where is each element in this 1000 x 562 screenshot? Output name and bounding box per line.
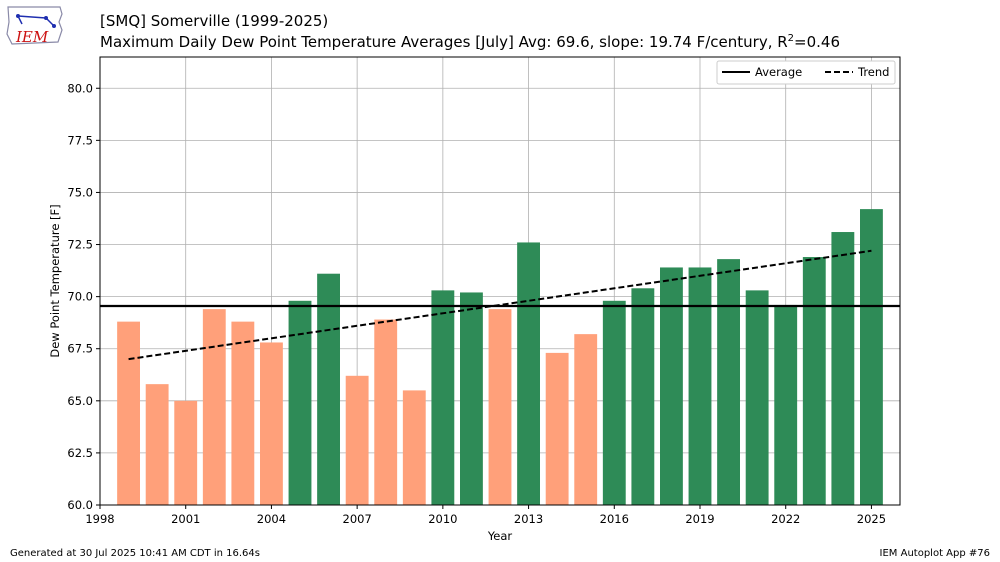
x-tick-label: 2019 <box>685 512 714 526</box>
y-axis-label: Dew Point Temperature [F] <box>48 204 62 357</box>
y-tick-label: 67.5 <box>67 342 93 356</box>
bar-2013 <box>517 242 540 505</box>
bar-1999 <box>117 321 140 505</box>
bar-2010 <box>431 290 455 505</box>
trend-line <box>128 249 872 361</box>
legend: Average Trend <box>716 60 896 85</box>
bar-2021 <box>745 290 769 505</box>
subtitle-tail: =0.46 <box>794 33 841 51</box>
bar-2001 <box>174 400 198 505</box>
plot-frame <box>99 56 901 506</box>
x-axis-label: Year <box>487 529 513 543</box>
x-tick-label: 2001 <box>171 512 200 526</box>
bar-2000 <box>145 384 169 505</box>
subtitle-superscript: 2 <box>787 33 795 44</box>
bar-2009 <box>402 390 426 505</box>
bar-2025 <box>860 209 883 505</box>
legend-trend-label: Trend <box>857 65 889 79</box>
x-tick-label: 2010 <box>428 512 457 526</box>
bar-2006 <box>317 273 340 505</box>
axis-ticks: 1998 2001 2004 2007 2010 2013 2016 2019 2022 2025… <box>67 81 886 526</box>
x-tick-label: 2025 <box>857 512 886 526</box>
bar-2008 <box>374 319 398 505</box>
footer-generated: Generated at 30 Jul 2025 10:41 AM CDT in… <box>10 548 260 559</box>
y-tick-label: 70.0 <box>67 290 93 304</box>
legend-average-label: Average <box>755 65 802 79</box>
bar-2003 <box>231 321 255 505</box>
bar-2012 <box>488 309 512 505</box>
y-tick-label: 72.5 <box>67 238 93 252</box>
iem-logo: IEM <box>4 4 66 50</box>
x-tick-label: 2013 <box>514 512 543 526</box>
subtitle-main: Maximum Daily Dew Point Temperature Aver… <box>100 33 788 51</box>
bar-2024 <box>831 232 855 505</box>
x-tick-label: 2016 <box>600 512 629 526</box>
y-tick-label: 65.0 <box>67 394 93 408</box>
x-tick-label: 2004 <box>257 512 286 526</box>
x-tick-label: 2022 <box>771 512 800 526</box>
bar-2004 <box>260 342 283 505</box>
bar-2020 <box>717 259 740 505</box>
y-tick-label: 77.5 <box>67 133 93 147</box>
bar-2016 <box>602 300 626 505</box>
bar-2022 <box>774 304 798 505</box>
y-tick-label: 80.0 <box>67 81 93 95</box>
y-tick-label: 75.0 <box>67 185 93 199</box>
chart-subtitle: Maximum Daily Dew Point Temperature Aver… <box>100 33 840 51</box>
bar-2007 <box>345 375 369 505</box>
bar-2017 <box>631 288 655 505</box>
x-tick-label: 1998 <box>85 512 114 526</box>
footer-app: IEM Autoplot App #76 <box>879 548 990 559</box>
bar-2014 <box>545 352 569 505</box>
bar-2011 <box>460 292 483 505</box>
logo-text: IEM <box>15 28 49 46</box>
bar-2015 <box>574 334 598 505</box>
chart-title: [SMQ] Somerville (1999-2025) <box>100 12 329 30</box>
x-tick-label: 2007 <box>343 512 372 526</box>
bars <box>117 209 883 505</box>
y-tick-label: 62.5 <box>67 446 93 460</box>
bar-2019 <box>688 267 712 505</box>
bar-2002 <box>202 309 226 505</box>
bar-2005 <box>288 300 312 505</box>
bar-2023 <box>802 257 826 505</box>
legend-box <box>716 60 896 85</box>
bar-2018 <box>660 267 683 505</box>
reference-lines <box>100 249 900 361</box>
y-tick-label: 60.0 <box>67 498 93 512</box>
